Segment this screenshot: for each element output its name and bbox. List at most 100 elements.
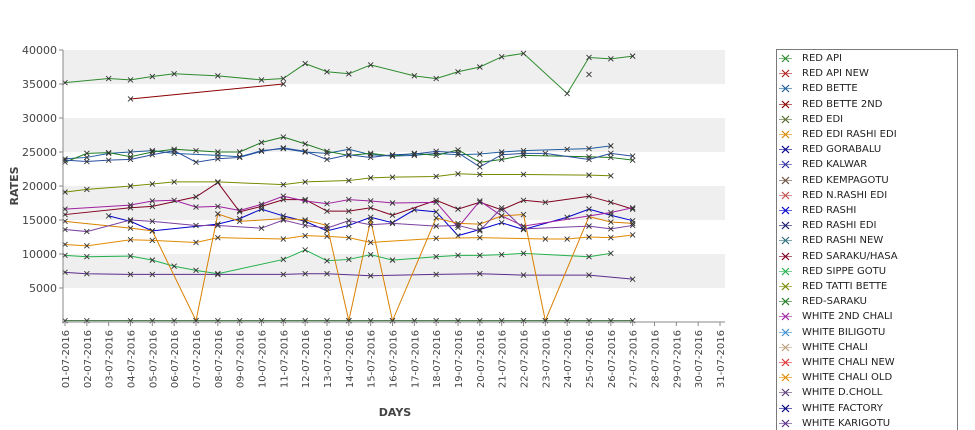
data-point [629,53,636,59]
legend-label: RED SIPPE GOTU [802,265,887,277]
legend-item: RED SARAKU/HASA [777,249,955,264]
x-tick-label: 06-07-2016 [170,330,181,388]
data-point [455,170,461,177]
data-point [302,232,308,239]
x-tick-label: 23-07-2016 [541,330,552,388]
data-point [346,196,352,203]
x-tick-label: 21-07-2016 [498,330,509,388]
legend-marker-icon [779,206,792,215]
series [62,247,614,277]
legend-item: WHITE CHALI [777,340,955,355]
data-point [367,239,374,246]
x-tick-label: 16-07-2016 [389,330,400,388]
data-point [477,252,483,259]
data-point [302,270,308,277]
data-point [280,81,287,87]
data-point [520,171,527,178]
series [62,179,636,219]
series [62,145,636,170]
data-point [127,77,134,83]
legend-item: RED BETTE [777,81,955,96]
legend-label: WHITE CHALI OLD [802,372,893,384]
data-point [367,272,374,279]
data-point [193,159,199,166]
legend-item: RED GORABALU [777,142,955,157]
data-point [389,174,396,180]
series [62,193,636,231]
data-point [193,147,199,154]
plot-bands [63,50,725,322]
data-point [520,272,527,278]
x-tick-label: 17-07-2016 [410,330,421,388]
legend-item: RED API [777,51,955,66]
y-tick-label: 40000 [22,44,57,57]
data-point [84,228,90,235]
data-point [586,206,592,212]
legend-label: RED EDI [802,113,844,125]
data-point [105,75,112,82]
legend-label: RED RASHI EDI [802,220,877,232]
data-point [367,175,374,181]
data-point [586,145,592,152]
data-point [629,232,636,238]
data-point [542,236,549,242]
y-tick-label: 25000 [22,146,57,159]
x-tick-label: 15-07-2016 [367,330,378,388]
legend-marker-icon [779,328,792,337]
data-point [367,217,374,223]
x-tick-label: 05-07-2016 [148,330,159,388]
series-line [64,181,633,216]
legend-marker-icon [779,176,792,185]
data-point [324,270,330,277]
legend-marker-icon [779,358,792,367]
legend-marker-icon [779,145,792,154]
data-point [149,203,156,210]
series [62,50,636,97]
data-point [498,151,505,158]
data-point [433,75,439,82]
data-point [433,253,439,260]
data-point [127,149,134,155]
legend-label: RED API [802,53,842,64]
legend-item: RED RASHI [777,203,955,218]
data-point [193,239,199,246]
y-tick-label: 10000 [22,248,57,261]
data-point [477,234,483,241]
data-point [215,211,221,217]
data-point [84,150,90,157]
series [62,232,636,249]
legend-marker-icon [779,312,792,321]
data-point [215,179,221,186]
y-tick-label: 5000 [29,282,57,295]
legend-label: RED TATTI BETTE [802,281,888,292]
data-point [542,150,549,157]
legend-label: WHITE CHALI NEW [802,357,895,368]
series [586,71,592,78]
y-tick-label: 15000 [22,214,57,227]
data-point [302,247,308,253]
data-point [389,200,396,206]
y-tick-label: 35000 [22,78,57,91]
legend-marker-icon [779,388,792,397]
legend-item: RED KALWAR [777,157,955,172]
legend-label: RED KEMPAGOTU [802,174,889,186]
data-point [346,234,352,241]
legend-marker-icon [779,54,792,63]
legend-item: RED-SARAKU [777,294,955,309]
x-tick-label: 13-07-2016 [323,330,334,388]
data-point [608,226,614,232]
x-axis-title: DAYS [379,406,412,419]
legend-item: RED KEMPAGOTU [777,173,955,188]
data-point [215,155,221,162]
data-point [498,213,505,219]
data-point [367,198,374,204]
data-point [498,156,505,163]
data-point [608,56,614,62]
series [62,143,614,162]
data-point [629,153,636,159]
data-point [258,225,265,231]
x-tick-label: 12-07-2016 [301,330,312,388]
data-point [105,150,112,157]
x-tick-label: 19-07-2016 [454,330,465,388]
data-point [346,217,352,224]
